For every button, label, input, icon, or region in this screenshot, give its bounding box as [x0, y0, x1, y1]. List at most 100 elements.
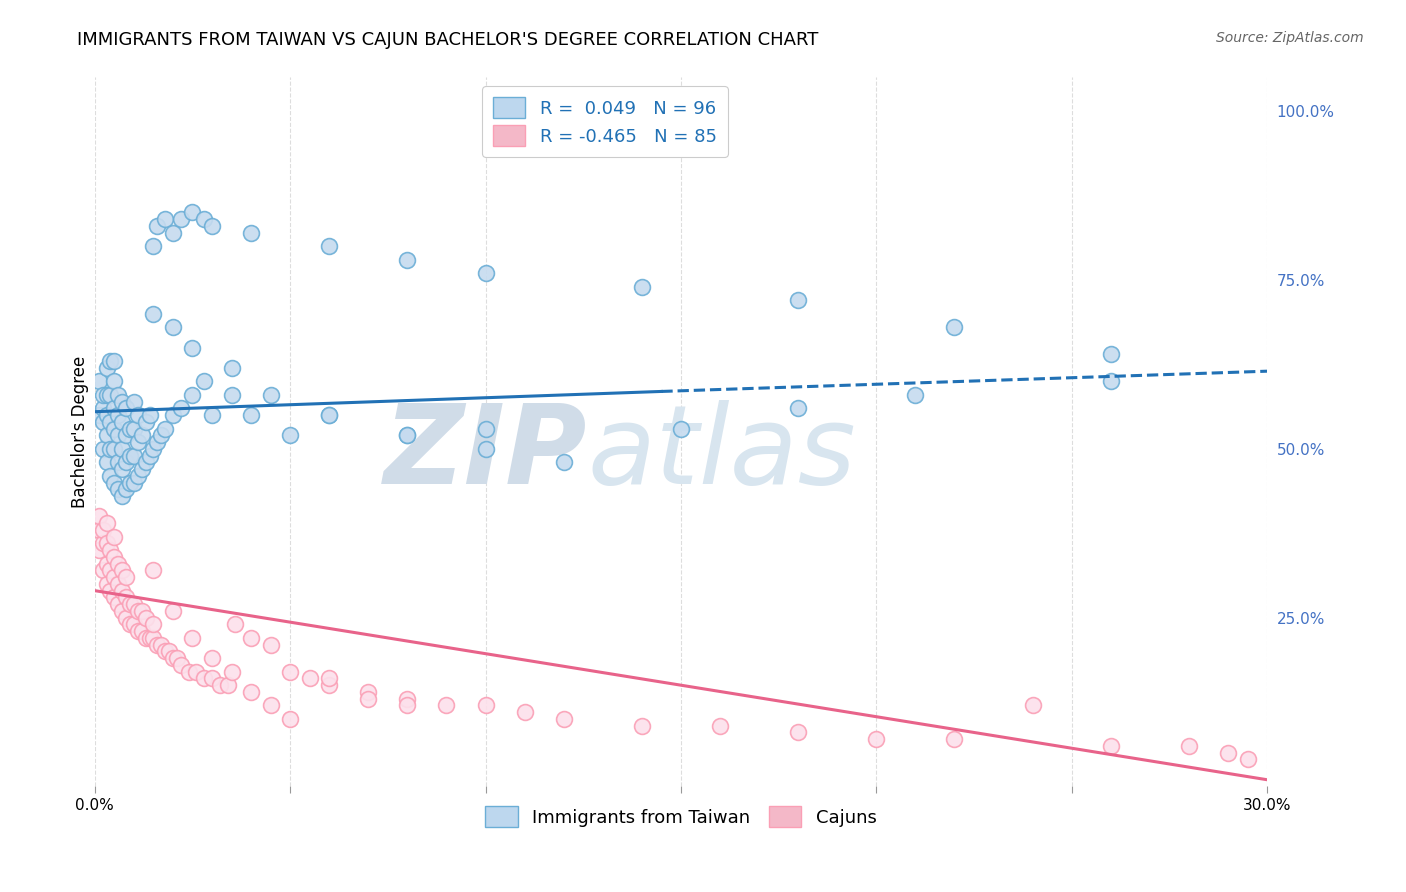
Text: IMMIGRANTS FROM TAIWAN VS CAJUN BACHELOR'S DEGREE CORRELATION CHART: IMMIGRANTS FROM TAIWAN VS CAJUN BACHELOR…: [77, 31, 818, 49]
Point: [91, 442, 114, 456]
Point: [201, 651, 224, 665]
Point: [162, 408, 184, 422]
Point: [111, 415, 134, 429]
Point: [142, 617, 165, 632]
Point: [118, 617, 141, 632]
Point: [221, 388, 243, 402]
Point: [436, 698, 458, 713]
Point: [1178, 739, 1201, 753]
Point: [96, 408, 118, 422]
Point: [193, 212, 215, 227]
Point: [787, 401, 810, 416]
Point: [100, 415, 122, 429]
Point: [135, 455, 157, 469]
Point: [91, 388, 114, 402]
Point: [278, 665, 301, 679]
Point: [103, 570, 125, 584]
Point: [122, 617, 145, 632]
Point: [1099, 347, 1122, 361]
Point: [111, 442, 134, 456]
Point: [135, 631, 157, 645]
Point: [111, 394, 134, 409]
Point: [278, 428, 301, 442]
Point: [1099, 374, 1122, 388]
Point: [181, 205, 204, 219]
Point: [87, 408, 110, 422]
Point: [298, 672, 321, 686]
Point: [138, 631, 160, 645]
Point: [107, 408, 129, 422]
Point: [787, 293, 810, 308]
Point: [474, 698, 496, 713]
Point: [224, 617, 246, 632]
Point: [221, 665, 243, 679]
Point: [166, 651, 188, 665]
Point: [96, 428, 118, 442]
Point: [259, 698, 281, 713]
Point: [553, 712, 575, 726]
Point: [111, 563, 134, 577]
Point: [127, 435, 149, 450]
Point: [1021, 698, 1043, 713]
Point: [96, 557, 118, 571]
Text: ZIP: ZIP: [384, 400, 588, 507]
Point: [107, 577, 129, 591]
Point: [150, 428, 173, 442]
Point: [162, 320, 184, 334]
Point: [240, 408, 263, 422]
Point: [118, 597, 141, 611]
Point: [118, 449, 141, 463]
Point: [208, 678, 231, 692]
Point: [111, 583, 134, 598]
Point: [91, 523, 114, 537]
Point: [631, 719, 654, 733]
Point: [193, 374, 215, 388]
Point: [201, 219, 224, 233]
Point: [153, 421, 176, 435]
Point: [103, 401, 125, 416]
Point: [201, 672, 224, 686]
Point: [115, 455, 138, 469]
Point: [131, 604, 153, 618]
Point: [240, 226, 263, 240]
Point: [474, 266, 496, 280]
Point: [127, 468, 149, 483]
Point: [153, 644, 176, 658]
Point: [100, 442, 122, 456]
Point: [181, 341, 204, 355]
Point: [318, 678, 340, 692]
Point: [96, 360, 118, 375]
Point: [111, 462, 134, 476]
Point: [162, 226, 184, 240]
Point: [240, 685, 263, 699]
Point: [186, 665, 208, 679]
Point: [396, 698, 419, 713]
Point: [193, 672, 215, 686]
Point: [127, 408, 149, 422]
Point: [318, 408, 340, 422]
Point: [107, 597, 129, 611]
Point: [87, 509, 110, 524]
Point: [103, 374, 125, 388]
Point: [122, 597, 145, 611]
Point: [396, 428, 419, 442]
Point: [1216, 746, 1239, 760]
Point: [709, 719, 731, 733]
Point: [135, 415, 157, 429]
Point: [142, 239, 165, 253]
Point: [118, 475, 141, 490]
Point: [115, 483, 138, 497]
Point: [146, 219, 169, 233]
Point: [103, 475, 125, 490]
Legend: Immigrants from Taiwan, Cajuns: Immigrants from Taiwan, Cajuns: [478, 799, 883, 834]
Point: [111, 604, 134, 618]
Point: [91, 415, 114, 429]
Point: [1099, 739, 1122, 753]
Point: [87, 374, 110, 388]
Point: [396, 252, 419, 267]
Point: [107, 483, 129, 497]
Point: [181, 388, 204, 402]
Point: [142, 631, 165, 645]
Point: [107, 455, 129, 469]
Point: [142, 442, 165, 456]
